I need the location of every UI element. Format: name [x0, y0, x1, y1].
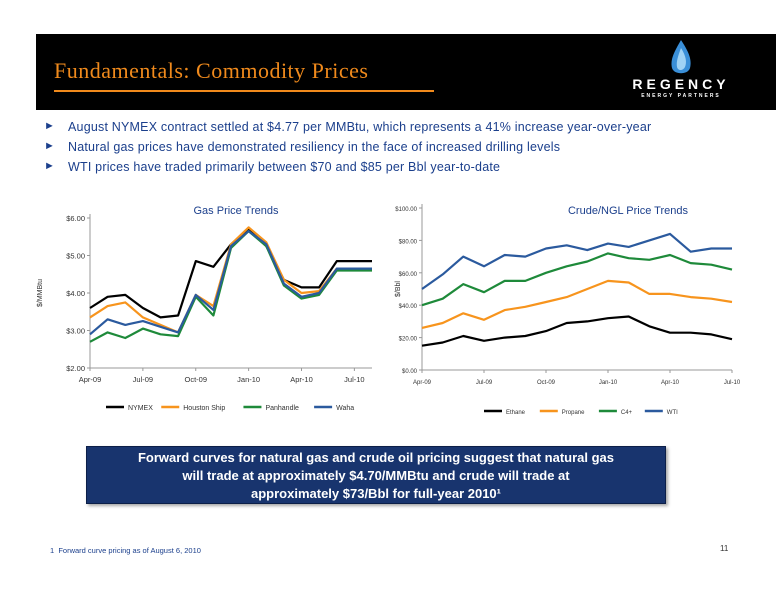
y-tick-label: $0.00 — [402, 369, 418, 375]
bullet-arrow-icon: ► — [44, 140, 56, 152]
y-tick-label: $5.00 — [66, 252, 85, 261]
logo-wordmark: REGENCY — [632, 76, 730, 92]
x-tick-label: Oct-09 — [184, 375, 207, 384]
page-title: Fundamentals: Commodity Prices — [54, 58, 369, 83]
legend-label: Propane — [562, 410, 585, 416]
x-tick-label: Apr-09 — [79, 375, 102, 384]
x-tick-label: Jul-10 — [724, 380, 741, 386]
x-tick-label: Jul-09 — [133, 375, 153, 384]
y-tick-label: $60.00 — [399, 272, 418, 278]
footnote-marker: 1 — [50, 546, 55, 555]
legend-label: Waha — [336, 405, 354, 412]
bullet-list: ► August NYMEX contract settled at $4.77… — [44, 120, 744, 180]
x-tick-label: Jan-10 — [599, 380, 618, 386]
series-line-wti — [421, 232, 732, 290]
y-tick-label: $100.00 — [395, 207, 417, 213]
x-tick-label: Jan-10 — [237, 375, 260, 384]
legend-label: WTI — [667, 410, 678, 416]
series-line-waha — [89, 230, 372, 336]
bullet-text: WTI prices have traded primarily between… — [68, 160, 501, 174]
callout-line: will trade at approximately $4.70/MMBtu … — [182, 468, 570, 483]
logo-tagline: ENERGY PARTNERS — [641, 93, 721, 99]
footnote-text: Forward curve pricing as of August 6, 20… — [58, 546, 201, 555]
chart-title: Gas Price Trends — [194, 205, 279, 217]
bullet-arrow-icon: ► — [44, 160, 56, 172]
x-tick-label: Jul-09 — [476, 380, 493, 386]
page-number: 11 — [720, 544, 729, 553]
y-axis-label: $/MMBtu — [37, 279, 44, 307]
crude-ngl-price-chart: Crude/NGL Price Trends $0.00 $20.00 $40.00 $… — [395, 204, 741, 416]
x-tick-label: Apr-10 — [290, 375, 313, 384]
y-tick-label: $6.00 — [66, 214, 85, 223]
y-axis-label: $/Bbl — [395, 281, 402, 297]
y-tick-label: $2.00 — [66, 364, 85, 373]
bullet-text: Natural gas prices have demonstrated res… — [68, 140, 561, 154]
callout-line: Forward curves for natural gas and crude… — [137, 450, 615, 465]
footnote: 1 Forward curve pricing as of August 6, … — [50, 546, 201, 555]
bullet-item: ► WTI prices have traded primarily betwe… — [44, 160, 744, 180]
regency-logo: REGENCY ENERGY PARTNERS — [626, 38, 736, 106]
series-line-nymex — [89, 228, 372, 319]
callout-line: approximately $73/Bbl for full-year 2010… — [251, 486, 501, 501]
flame-logo-icon — [671, 40, 691, 74]
bullet-text: August NYMEX contract settled at $4.77 p… — [68, 120, 652, 134]
bullet-item: ► Natural gas prices have demonstrated r… — [44, 140, 744, 160]
series-line-ethane — [421, 315, 733, 347]
chart-title: Crude/NGL Price Trends — [568, 205, 689, 217]
slide: Fundamentals: Commodity Prices REGENCY E… — [36, 34, 776, 565]
x-tick-label: Apr-10 — [661, 380, 680, 386]
x-tick-label: Oct-09 — [537, 380, 556, 386]
forward-curve-callout: Forward curves for natural gas and crude… — [86, 446, 666, 504]
x-tick-label: Jul-10 — [344, 375, 364, 384]
legend-label: Panhandle — [265, 405, 299, 412]
legend-label: NYMEX — [128, 405, 153, 412]
gas-price-chart: Gas Price Trends $2.00 $3.00 $4.00 $5.00 $6.0… — [37, 205, 372, 412]
bullet-arrow-icon: ► — [44, 120, 56, 132]
legend-label: C4+ — [621, 410, 633, 416]
series-line-c4- — [421, 252, 733, 307]
y-tick-label: $4.00 — [66, 289, 85, 298]
y-tick-label: $3.00 — [66, 327, 85, 336]
y-tick-label: $40.00 — [399, 304, 418, 310]
y-tick-label: $80.00 — [399, 239, 418, 245]
y-tick-label: $20.00 — [399, 337, 418, 343]
title-underline — [54, 90, 434, 92]
series-line-propane — [421, 279, 733, 329]
bullet-item: ► August NYMEX contract settled at $4.77… — [44, 120, 744, 140]
x-tick-label: Apr-09 — [413, 380, 432, 386]
header-bar: Fundamentals: Commodity Prices REGENCY E… — [36, 34, 776, 110]
legend-label: Houston Ship — [183, 405, 225, 412]
legend-label: Ethane — [506, 410, 526, 416]
